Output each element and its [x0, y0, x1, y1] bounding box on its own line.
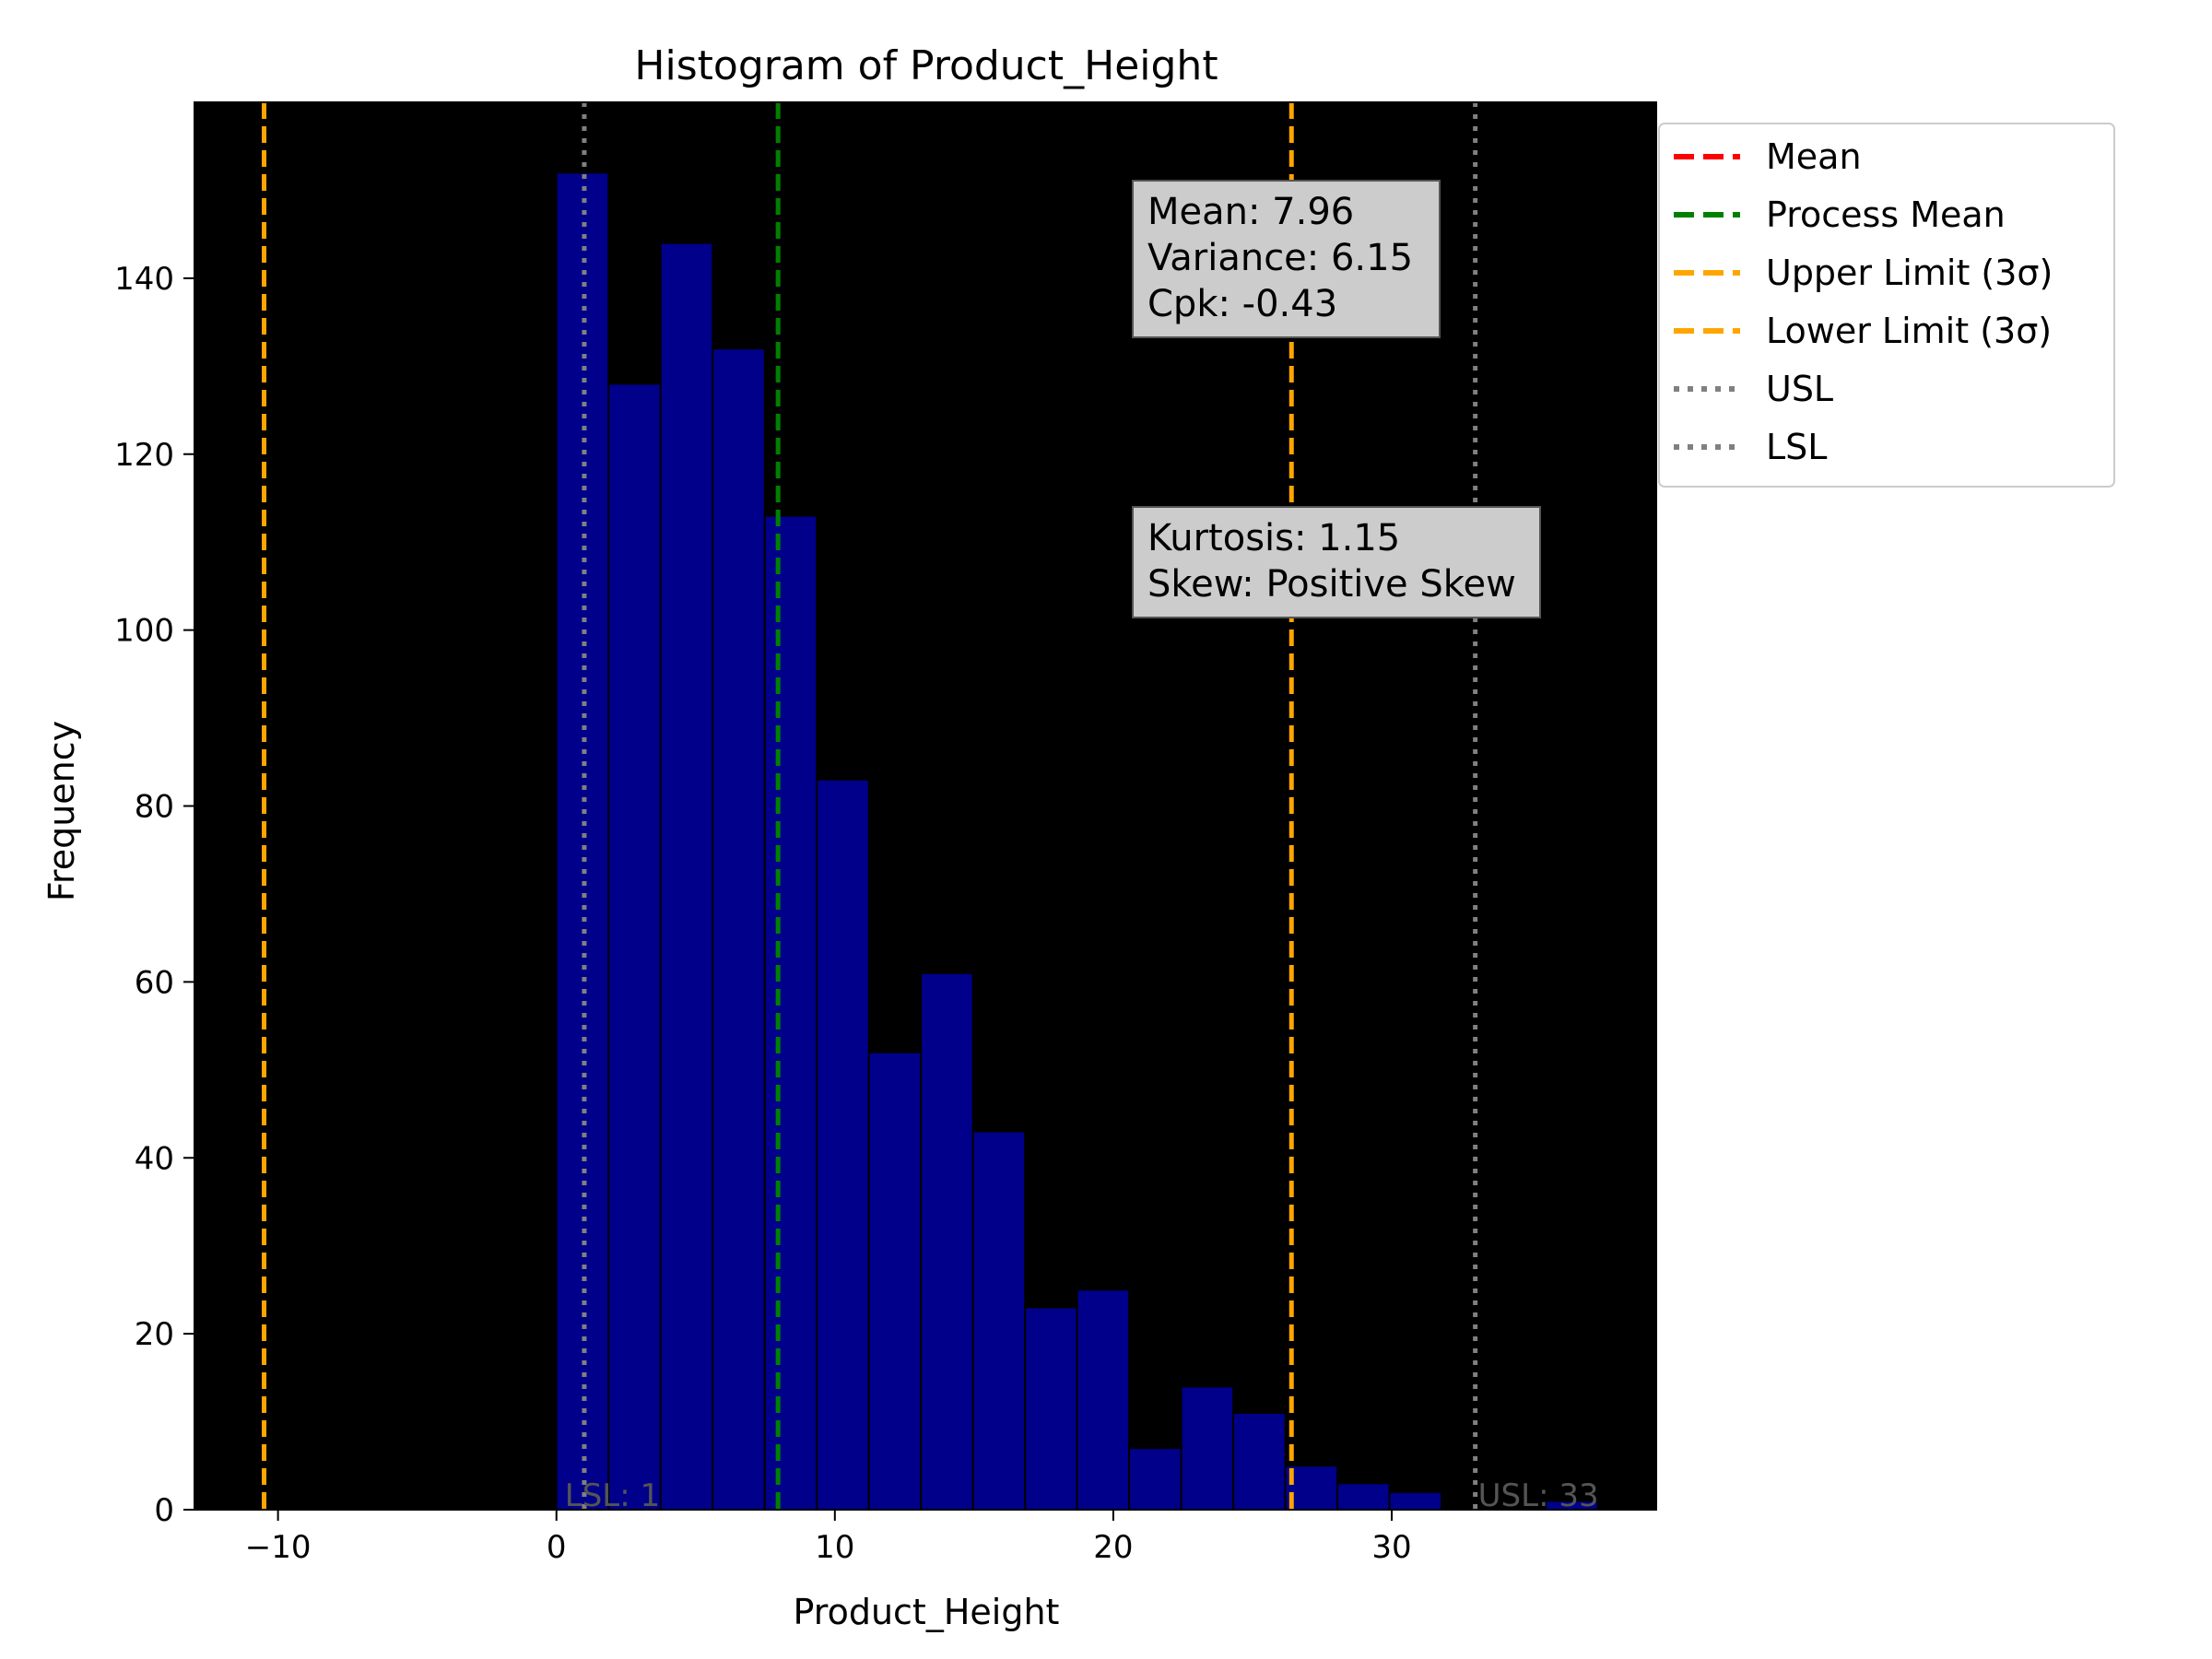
y-tick-label: 20 [135, 1316, 174, 1353]
histogram-bar-15 [1336, 1482, 1391, 1512]
y-tick-label: 120 [114, 437, 174, 474]
x-tick-label: 30 [1371, 1529, 1411, 1566]
x-axis-label: Product_Height [794, 1592, 1060, 1632]
chart-title: Histogram of Product_Height [634, 42, 1218, 89]
x-tick-label: 0 [547, 1529, 567, 1566]
histogram-bars [555, 171, 1599, 1512]
stats-variance-text: Variance: 6.15 [1147, 237, 1413, 279]
y-tick-label: 60 [135, 964, 174, 1001]
histogram-bar-5 [816, 778, 870, 1511]
histogram-bar-13 [1232, 1412, 1287, 1512]
histogram-bar-0 [555, 171, 610, 1512]
y-axis-label: Frequency [41, 721, 82, 901]
histogram-bar-6 [867, 1051, 923, 1511]
limit-label-0: LSL: 1 [565, 1477, 660, 1514]
stats-box-background [1132, 180, 1441, 338]
y-tick-label: 0 [154, 1492, 174, 1529]
legend-label-mean: Mean [1766, 136, 1862, 177]
x-tick-label: 10 [815, 1529, 854, 1566]
legend-frame [1658, 123, 2115, 488]
histogram-bar-12 [1180, 1385, 1235, 1511]
y-tick-label: 100 [114, 613, 174, 650]
histogram-bar-10 [1076, 1288, 1131, 1511]
legend-label-upper-limit-3: Upper Limit (3σ) [1766, 253, 2053, 293]
legend: Mean Process Mean Upper Limit (3σ) Lower Li… [1658, 123, 2115, 488]
axes: −10 0 10 20 30 0 20 40 60 80 100 120 140 [114, 101, 1657, 1566]
histogram-bar-11 [1128, 1447, 1182, 1511]
y-tick-label: 80 [135, 789, 174, 826]
legend-label-process-mean: Process Mean [1766, 194, 2006, 235]
histogram-bar-8 [971, 1130, 1027, 1512]
skew-text: Skew: Positive Skew [1147, 563, 1516, 606]
histogram-bar-16 [1388, 1490, 1443, 1511]
histogram-bar-4 [763, 514, 818, 1511]
histogram-bar-2 [659, 241, 714, 1512]
y-tick-label: 140 [114, 261, 174, 298]
x-tick-label: −10 [245, 1529, 312, 1566]
shape-box-background [1132, 506, 1541, 618]
x-tick-label: 20 [1093, 1529, 1133, 1566]
histogram-bar-3 [712, 347, 766, 1512]
legend-label-usl: USL [1766, 369, 1833, 409]
limit-label-1: USL: 33 [1478, 1477, 1599, 1514]
histogram-bar-1 [607, 382, 662, 1511]
reference-lines [262, 102, 1478, 1510]
stats-box: Mean: 7.96 Variance: 6.15 Cpk: -0.43 [1132, 180, 1441, 338]
histogram-bar-9 [1024, 1306, 1078, 1512]
shape-box: Kurtosis: 1.15 Skew: Positive Skew [1132, 506, 1541, 618]
stats-cpk-text: Cpk: -0.43 [1147, 283, 1337, 325]
kurtosis-text: Kurtosis: 1.15 [1147, 517, 1400, 559]
histogram-bar-7 [920, 971, 974, 1512]
legend-label-lower-limit-3: Lower Limit (3σ) [1766, 311, 2052, 351]
spec-limit-labels: LSL: 1 USL: 33 [565, 1477, 1599, 1514]
stats-mean-text: Mean: 7.96 [1147, 191, 1354, 233]
legend-label-lsl: LSL [1766, 427, 1827, 467]
y-tick-label: 40 [135, 1140, 174, 1177]
